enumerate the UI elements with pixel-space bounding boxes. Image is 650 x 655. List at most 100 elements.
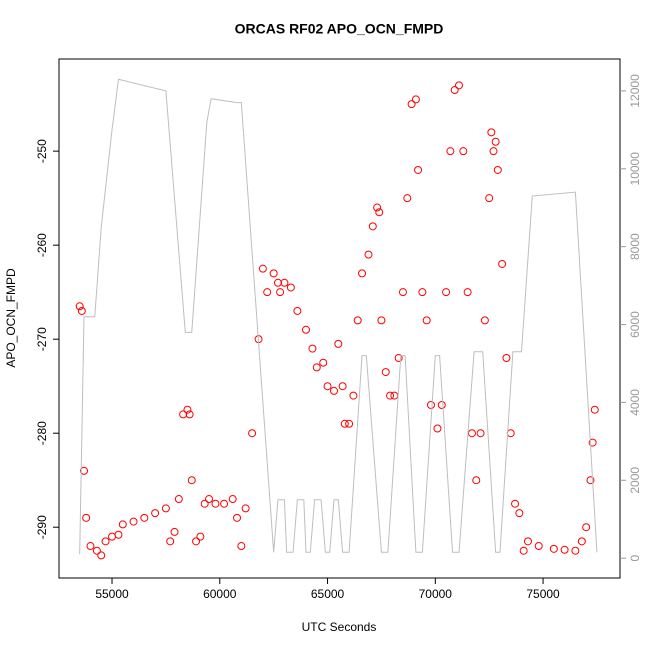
data-point [340, 419, 349, 428]
data-point [118, 520, 127, 529]
data-point [166, 537, 175, 546]
data-point [280, 278, 289, 287]
data-point [459, 147, 468, 156]
data-point [248, 429, 257, 438]
data-point [485, 194, 494, 203]
data-point [515, 509, 524, 518]
y2-tick-label: 2000 [628, 467, 642, 494]
data-point [426, 401, 435, 409]
data-point [375, 208, 384, 217]
y-tick-label: -290 [35, 515, 49, 539]
x-tick-label: 60000 [203, 587, 237, 601]
data-point [241, 504, 250, 513]
data-point [323, 382, 332, 391]
data-point [140, 513, 149, 522]
x-tick-label: 65000 [311, 587, 345, 601]
data-point [200, 499, 209, 508]
data-point [75, 302, 84, 311]
data-point [161, 504, 170, 513]
data-point [338, 382, 347, 391]
data-point [258, 264, 267, 273]
y-tick-label: -280 [35, 421, 49, 445]
data-point [263, 288, 272, 297]
data-point [86, 542, 95, 551]
x-axis-label: UTC Seconds [302, 620, 377, 634]
data-point [269, 269, 278, 278]
data-point [377, 316, 386, 325]
data-point [211, 499, 220, 508]
data-point [588, 438, 597, 447]
data-point [312, 363, 321, 372]
data-point [381, 368, 390, 377]
data-point [301, 325, 310, 334]
data-point [187, 476, 196, 485]
data-point [228, 495, 237, 504]
y-axis-label: APO_OCN_FMPD [4, 268, 18, 368]
data-point [129, 517, 138, 526]
data-point [293, 306, 302, 315]
data-point [174, 495, 183, 504]
data-point [433, 424, 442, 433]
data-point [446, 147, 455, 156]
y-tick-label: -260 [35, 233, 49, 257]
data-point [170, 527, 179, 536]
data-point [442, 288, 451, 297]
data-point [498, 259, 507, 268]
y2-tick-label: 0 [628, 554, 642, 561]
data-line [79, 78, 598, 555]
y-tick-label: -250 [35, 139, 49, 163]
data-point [101, 537, 110, 546]
x-tick-label: 70000 [419, 587, 453, 601]
data-point [273, 278, 282, 287]
data-point [233, 513, 242, 522]
data-point [577, 537, 586, 546]
data-point [437, 401, 446, 409]
data-point [491, 137, 500, 146]
data-point [450, 86, 459, 95]
data-point [330, 386, 339, 395]
data-point [92, 546, 101, 555]
data-point [422, 316, 431, 325]
data-point [511, 499, 520, 508]
data-point [349, 391, 358, 400]
y2-tick-label: 4000 [628, 389, 642, 416]
plot-frame [58, 58, 621, 579]
data-point [534, 542, 543, 551]
data-point [237, 542, 246, 551]
data-point [480, 316, 489, 325]
data-point [192, 537, 201, 546]
data-point [364, 250, 373, 259]
data-point [386, 391, 395, 400]
data-point [276, 288, 285, 297]
y2-tick-label: 8000 [628, 233, 642, 260]
data-point [586, 476, 595, 485]
data-point [411, 95, 420, 104]
data-point [358, 269, 367, 278]
data-point [549, 544, 558, 553]
chart-title: ORCAS RF02 APO_OCN_FMPD [235, 21, 444, 37]
data-point [286, 283, 295, 292]
data-point [414, 165, 423, 174]
data-point [403, 194, 412, 203]
data-point [394, 353, 403, 362]
data-point [489, 147, 498, 156]
data-point [571, 546, 580, 555]
data-point [455, 81, 464, 90]
data-point [82, 513, 91, 522]
data-point [418, 288, 427, 297]
data-point [334, 339, 343, 348]
y2-tick-label: 12000 [628, 74, 642, 108]
data-point [196, 532, 205, 541]
y2-tick-label: 6000 [628, 311, 642, 338]
data-point [582, 523, 591, 532]
data-point [398, 288, 407, 297]
y2-tick-label: 10000 [628, 152, 642, 186]
data-point [590, 405, 599, 414]
data-point [476, 429, 485, 438]
x-tick-label: 75000 [526, 587, 560, 601]
data-point [114, 530, 123, 539]
data-point [560, 545, 569, 554]
data-point [220, 499, 229, 508]
data-point [523, 537, 532, 546]
data-point [487, 128, 496, 137]
